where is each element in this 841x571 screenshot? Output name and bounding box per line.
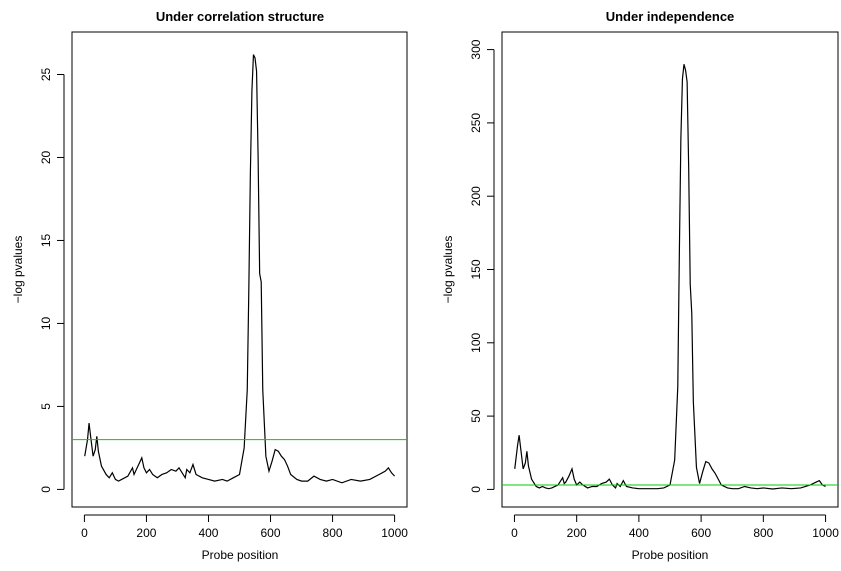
chart-title: Under independence — [606, 9, 735, 24]
x-tick-label: 200 — [567, 526, 587, 540]
y-tick-label: 0 — [39, 486, 53, 493]
series-line — [84, 54, 396, 484]
x-tick-label: 0 — [81, 526, 88, 540]
x-tick-label: 800 — [753, 526, 773, 540]
x-axis-label: Probe position — [202, 548, 279, 562]
x-tick-label: 400 — [629, 526, 649, 540]
plot-frame — [71, 31, 408, 508]
x-tick-label: 1000 — [812, 526, 839, 540]
chart-title: Under correlation structure — [156, 9, 324, 24]
x-axis-label: Probe position — [632, 548, 709, 562]
y-tick-label: 250 — [469, 113, 483, 133]
x-tick-label: 600 — [261, 526, 281, 540]
y-tick-label: 25 — [39, 67, 53, 81]
panel-independence: Under independence 0 200 400 600 800 1000 0 50 10… — [441, 9, 839, 562]
y-tick-label: 300 — [469, 39, 483, 59]
y-tick-label: 100 — [469, 332, 483, 352]
y-tick-label: 5 — [39, 403, 53, 410]
y-tick-label: 50 — [469, 409, 483, 423]
y-tick-label: 150 — [469, 259, 483, 279]
y-tick-label: 10 — [39, 316, 53, 330]
plot-frame — [501, 31, 839, 508]
y-tick-label: 15 — [39, 233, 53, 247]
x-tick-label: 800 — [323, 526, 343, 540]
y-tick-label: 200 — [469, 186, 483, 206]
y-tick-label: 20 — [39, 150, 53, 164]
series-line — [514, 64, 826, 490]
y-tick-label: 0 — [469, 486, 483, 493]
x-tick-label: 1000 — [381, 526, 408, 540]
x-tick-label: 200 — [136, 526, 156, 540]
x-tick-label: 0 — [511, 526, 518, 540]
y-axis-label: −log pvalues — [441, 236, 455, 304]
y-axis-label: −log pvalues — [11, 236, 25, 304]
x-tick-label: 600 — [691, 526, 711, 540]
x-tick-label: 400 — [198, 526, 218, 540]
